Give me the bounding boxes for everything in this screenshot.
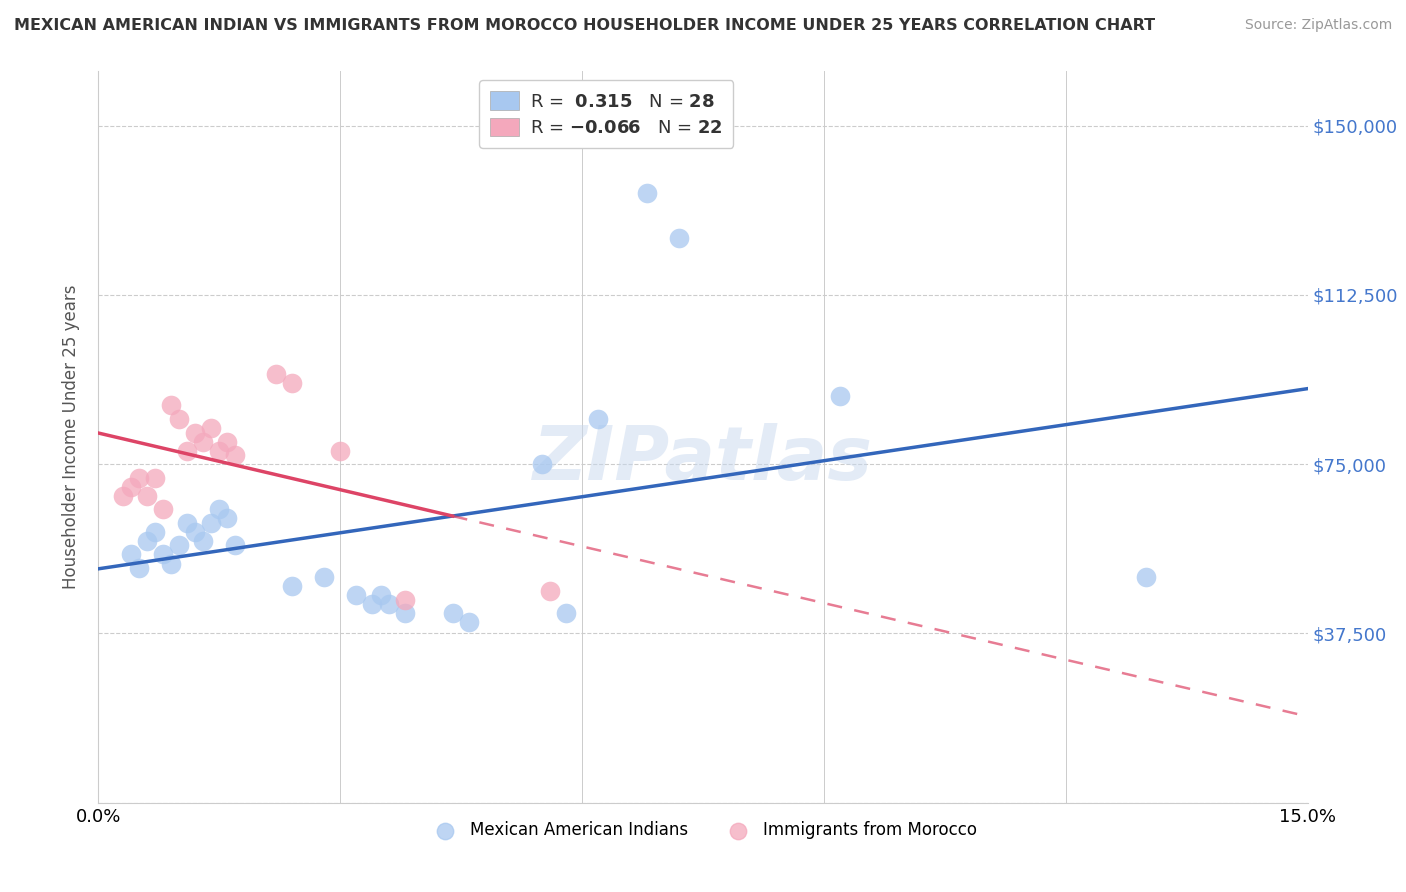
Point: [160, 399, 183, 413]
Point: [636, 186, 658, 201]
Point: [152, 548, 174, 562]
Point: [143, 524, 166, 539]
Text: Source: ZipAtlas.com: Source: ZipAtlas.com: [1244, 18, 1392, 32]
Point: [208, 443, 231, 458]
Point: [184, 425, 207, 440]
Point: [264, 367, 287, 381]
Point: [217, 434, 239, 449]
Point: [530, 457, 553, 471]
Point: [668, 231, 690, 245]
Point: [160, 557, 183, 571]
Point: [176, 443, 198, 458]
Point: [111, 489, 134, 503]
Point: [281, 579, 304, 593]
Text: MEXICAN AMERICAN INDIAN VS IMMIGRANTS FROM MOROCCO HOUSEHOLDER INCOME UNDER 25 Y: MEXICAN AMERICAN INDIAN VS IMMIGRANTS FR…: [14, 18, 1156, 33]
Point: [167, 538, 190, 552]
Point: [135, 489, 157, 503]
Point: [200, 421, 222, 435]
Point: [361, 597, 384, 611]
Point: [458, 615, 481, 630]
Point: [208, 502, 231, 516]
Point: [224, 448, 246, 462]
Point: [828, 389, 851, 403]
Point: [377, 597, 399, 611]
Point: [394, 606, 416, 620]
Point: [120, 548, 142, 562]
Text: ZIPatlas: ZIPatlas: [533, 423, 873, 496]
Point: [135, 533, 157, 548]
Point: [538, 583, 561, 598]
Point: [224, 538, 246, 552]
Point: [167, 412, 190, 426]
Point: [344, 588, 367, 602]
Point: [314, 570, 336, 584]
Legend: Mexican American Indians, Immigrants from Morocco: Mexican American Indians, Immigrants fro…: [422, 814, 984, 846]
Point: [441, 606, 464, 620]
Point: [193, 434, 215, 449]
Point: [555, 606, 578, 620]
Point: [128, 471, 150, 485]
Point: [200, 516, 222, 530]
Point: [281, 376, 304, 390]
Point: [394, 592, 416, 607]
Y-axis label: Householder Income Under 25 years: Householder Income Under 25 years: [62, 285, 80, 590]
Point: [370, 588, 392, 602]
Point: [143, 471, 166, 485]
Point: [193, 533, 215, 548]
Point: [217, 511, 239, 525]
Point: [329, 443, 352, 458]
Point: [586, 412, 609, 426]
Point: [184, 524, 207, 539]
Point: [176, 516, 198, 530]
Point: [152, 502, 174, 516]
Point: [128, 561, 150, 575]
Point: [1135, 570, 1157, 584]
Point: [120, 480, 142, 494]
